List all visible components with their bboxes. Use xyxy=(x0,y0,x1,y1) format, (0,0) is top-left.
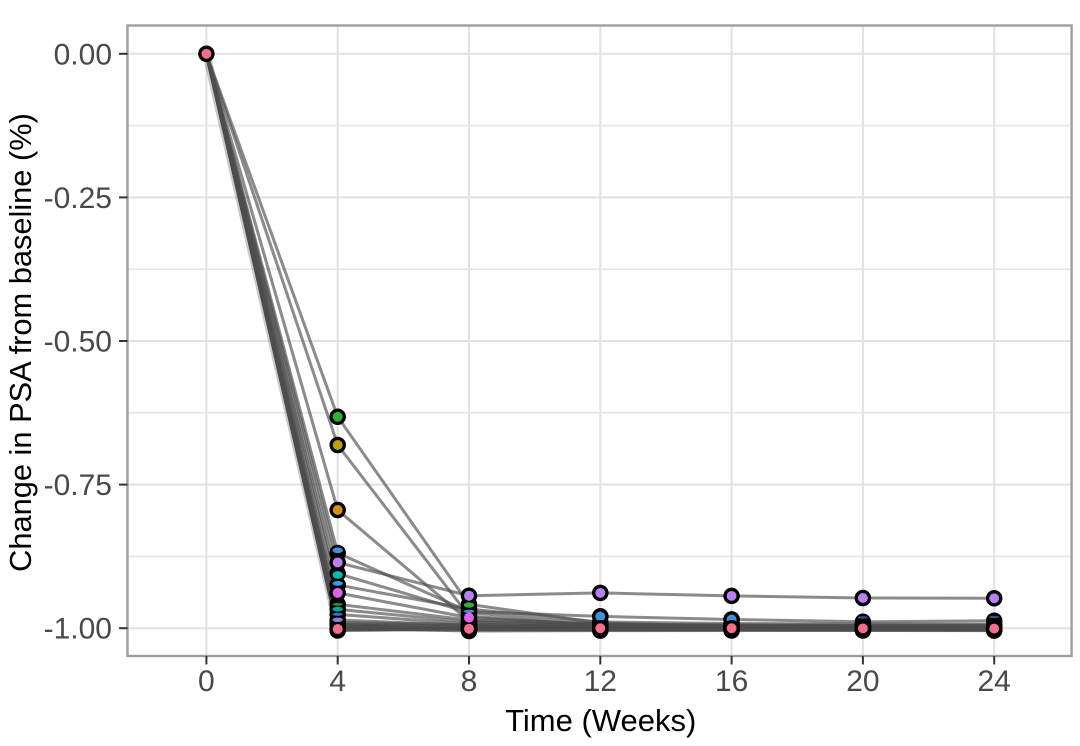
svg-text:Change in PSA from baseline (%: Change in PSA from baseline (%) xyxy=(3,113,38,572)
svg-text:12: 12 xyxy=(584,665,617,698)
svg-text:24: 24 xyxy=(978,665,1011,698)
svg-text:4: 4 xyxy=(329,665,346,698)
svg-text:16: 16 xyxy=(715,665,748,698)
svg-text:-0.25: -0.25 xyxy=(44,182,112,215)
svg-text:8: 8 xyxy=(461,665,478,698)
svg-text:Time (Weeks): Time (Weeks) xyxy=(505,703,696,738)
svg-text:0.00: 0.00 xyxy=(54,38,112,71)
svg-text:-0.50: -0.50 xyxy=(44,326,112,359)
svg-text:0: 0 xyxy=(198,665,215,698)
svg-text:-1.00: -1.00 xyxy=(44,613,112,646)
svg-text:-0.75: -0.75 xyxy=(44,469,112,502)
svg-text:20: 20 xyxy=(846,665,879,698)
